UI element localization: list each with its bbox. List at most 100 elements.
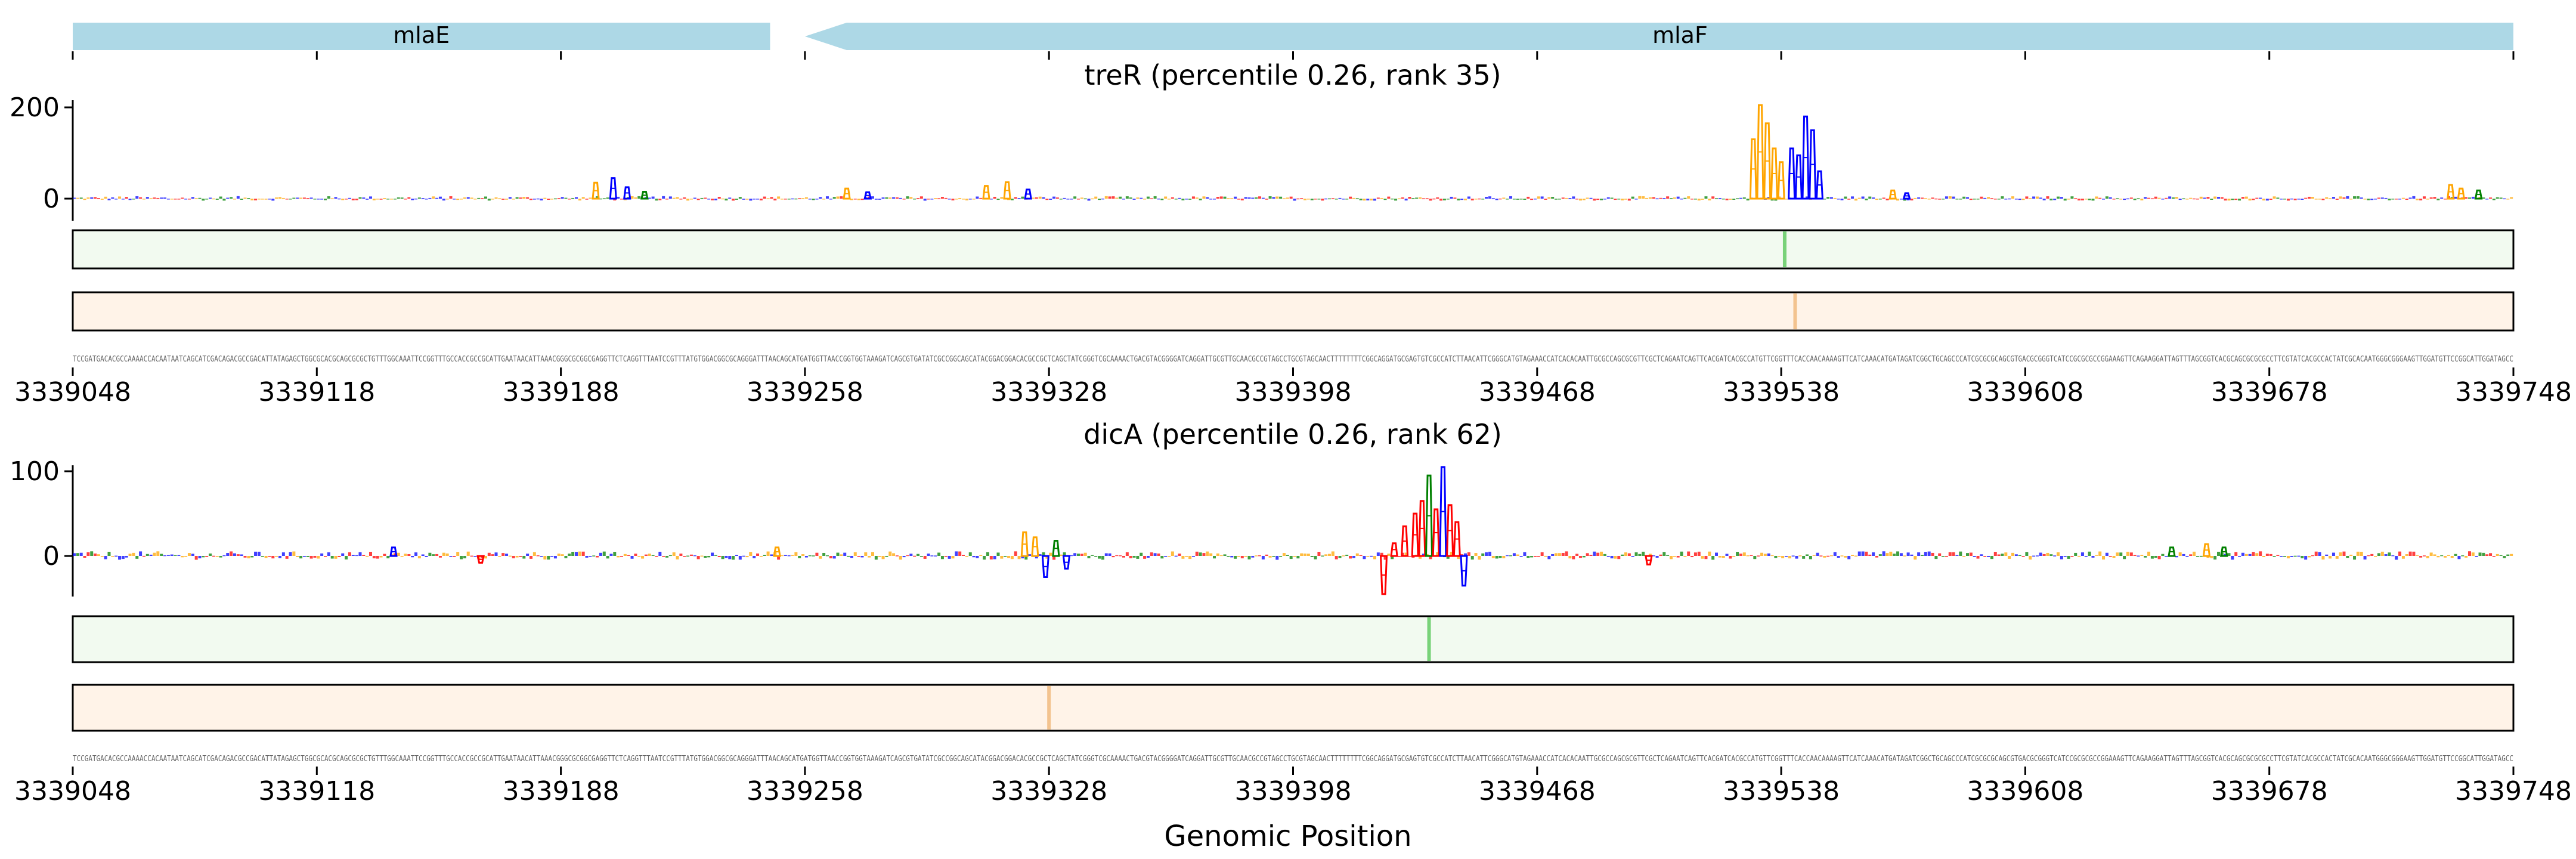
- baseline-glyph: [1593, 551, 1596, 556]
- baseline-glyph: [2318, 199, 2321, 200]
- baseline-glyph: [1146, 196, 1150, 199]
- baseline-glyph: [1415, 197, 1419, 199]
- baseline-glyph: [142, 199, 145, 200]
- baseline-glyph: [1310, 556, 1314, 557]
- baseline-glyph: [1763, 554, 1767, 556]
- baseline-glyph: [1014, 551, 1017, 556]
- baseline-glyph: [1648, 554, 1652, 556]
- baseline-glyph: [174, 199, 177, 200]
- baseline-glyph: [2363, 199, 2367, 200]
- baseline-glyph: [1502, 556, 1506, 558]
- baseline-glyph: [334, 197, 338, 199]
- baseline-glyph: [432, 554, 435, 556]
- peak-glyph: [2447, 184, 2455, 200]
- baseline-glyph: [822, 199, 826, 200]
- baseline-glyph: [536, 555, 540, 557]
- green-track: [72, 615, 2515, 663]
- baseline-glyph: [962, 555, 965, 556]
- baseline-glyph: [1366, 199, 1370, 200]
- baseline-glyph: [707, 556, 711, 558]
- baseline-glyph: [1387, 554, 1391, 556]
- baseline-glyph: [2150, 198, 2154, 199]
- baseline-glyph: [1373, 556, 1376, 560]
- baseline-glyph: [1227, 198, 1230, 199]
- baseline-glyph: [2416, 199, 2419, 200]
- x-tick-label: 3339748: [2455, 377, 2572, 407]
- baseline-glyph: [1255, 555, 1258, 557]
- baseline-glyph: [323, 556, 327, 557]
- baseline-glyph: [2014, 554, 2018, 556]
- baseline-glyph: [181, 556, 184, 558]
- baseline-glyph: [2014, 199, 2018, 200]
- baseline-glyph: [763, 555, 766, 556]
- baseline-glyph: [2321, 556, 2325, 560]
- baseline-glyph: [243, 556, 247, 558]
- baseline-glyph: [94, 197, 97, 199]
- baseline-glyph: [1098, 199, 1101, 200]
- baseline-glyph: [1391, 198, 1394, 200]
- baseline-glyph: [1387, 196, 1391, 199]
- baseline-glyph: [972, 199, 976, 200]
- gene-track: mlaE mlaF: [72, 22, 2515, 60]
- baseline-glyph: [330, 556, 334, 559]
- baseline-glyph: [892, 197, 896, 199]
- baseline-glyph: [2224, 199, 2227, 201]
- baseline-glyph: [2168, 196, 2172, 199]
- baseline-glyph: [1265, 199, 1268, 200]
- baseline-glyph: [2165, 556, 2168, 557]
- baseline-glyph: [2318, 552, 2321, 556]
- baseline-glyph: [540, 199, 543, 200]
- baseline-glyph: [1178, 197, 1181, 199]
- baseline-glyph: [2339, 552, 2342, 556]
- baseline-glyph: [1600, 199, 1603, 200]
- baseline-glyph: [853, 199, 857, 200]
- baseline-glyph: [784, 555, 787, 556]
- baseline-glyph: [1983, 197, 1987, 199]
- baseline-glyph: [2154, 556, 2157, 558]
- baseline-glyph: [369, 196, 373, 199]
- baseline-glyph: [1750, 555, 1753, 557]
- baseline-glyph: [840, 196, 843, 199]
- baseline-glyph: [1914, 197, 1917, 199]
- baseline-glyph: [1160, 199, 1164, 200]
- baseline-glyph: [717, 556, 721, 558]
- baseline-glyph: [1875, 199, 1878, 200]
- baseline-glyph: [1000, 197, 1004, 199]
- baseline-glyph: [1697, 551, 1701, 556]
- baseline-glyph: [2388, 199, 2391, 200]
- baseline-glyph: [2029, 198, 2032, 199]
- x-tick-label: 3339538: [1723, 377, 1840, 407]
- baseline-glyph: [696, 556, 700, 560]
- baseline-glyph: [794, 198, 798, 200]
- baseline-glyph: [2119, 552, 2123, 556]
- baseline-glyph: [2084, 556, 2088, 557]
- baseline-glyph: [1261, 197, 1265, 199]
- baseline-glyph: [215, 199, 219, 200]
- baseline-glyph: [212, 198, 215, 200]
- baseline-glyph: [156, 197, 160, 199]
- baseline-glyph: [1230, 556, 1234, 558]
- baseline-glyph: [1021, 196, 1024, 199]
- baseline-glyph: [940, 556, 944, 560]
- baseline-glyph: [847, 555, 850, 557]
- baseline-glyph: [2049, 554, 2053, 556]
- baseline-glyph: [589, 556, 592, 557]
- baseline-glyph: [2244, 196, 2248, 199]
- baseline-glyph: [1488, 551, 1491, 556]
- baseline-glyph: [812, 199, 815, 200]
- baseline-glyph: [958, 197, 962, 199]
- baseline-glyph: [1042, 197, 1045, 199]
- baseline-glyph: [1485, 196, 1488, 199]
- baseline-glyph: [1219, 555, 1223, 557]
- baseline-glyph: [1464, 199, 1467, 200]
- baseline-glyph: [1397, 198, 1401, 200]
- baseline-glyph: [801, 198, 805, 199]
- baseline-glyph: [1662, 552, 1666, 556]
- baseline-glyph: [1376, 197, 1380, 199]
- baseline-glyph: [484, 196, 487, 199]
- baseline-glyph: [128, 199, 132, 200]
- peak-glyph: [1763, 122, 1772, 200]
- baseline-glyph: [732, 556, 735, 560]
- orange-track: [72, 684, 2515, 732]
- baseline-glyph: [1711, 196, 1715, 199]
